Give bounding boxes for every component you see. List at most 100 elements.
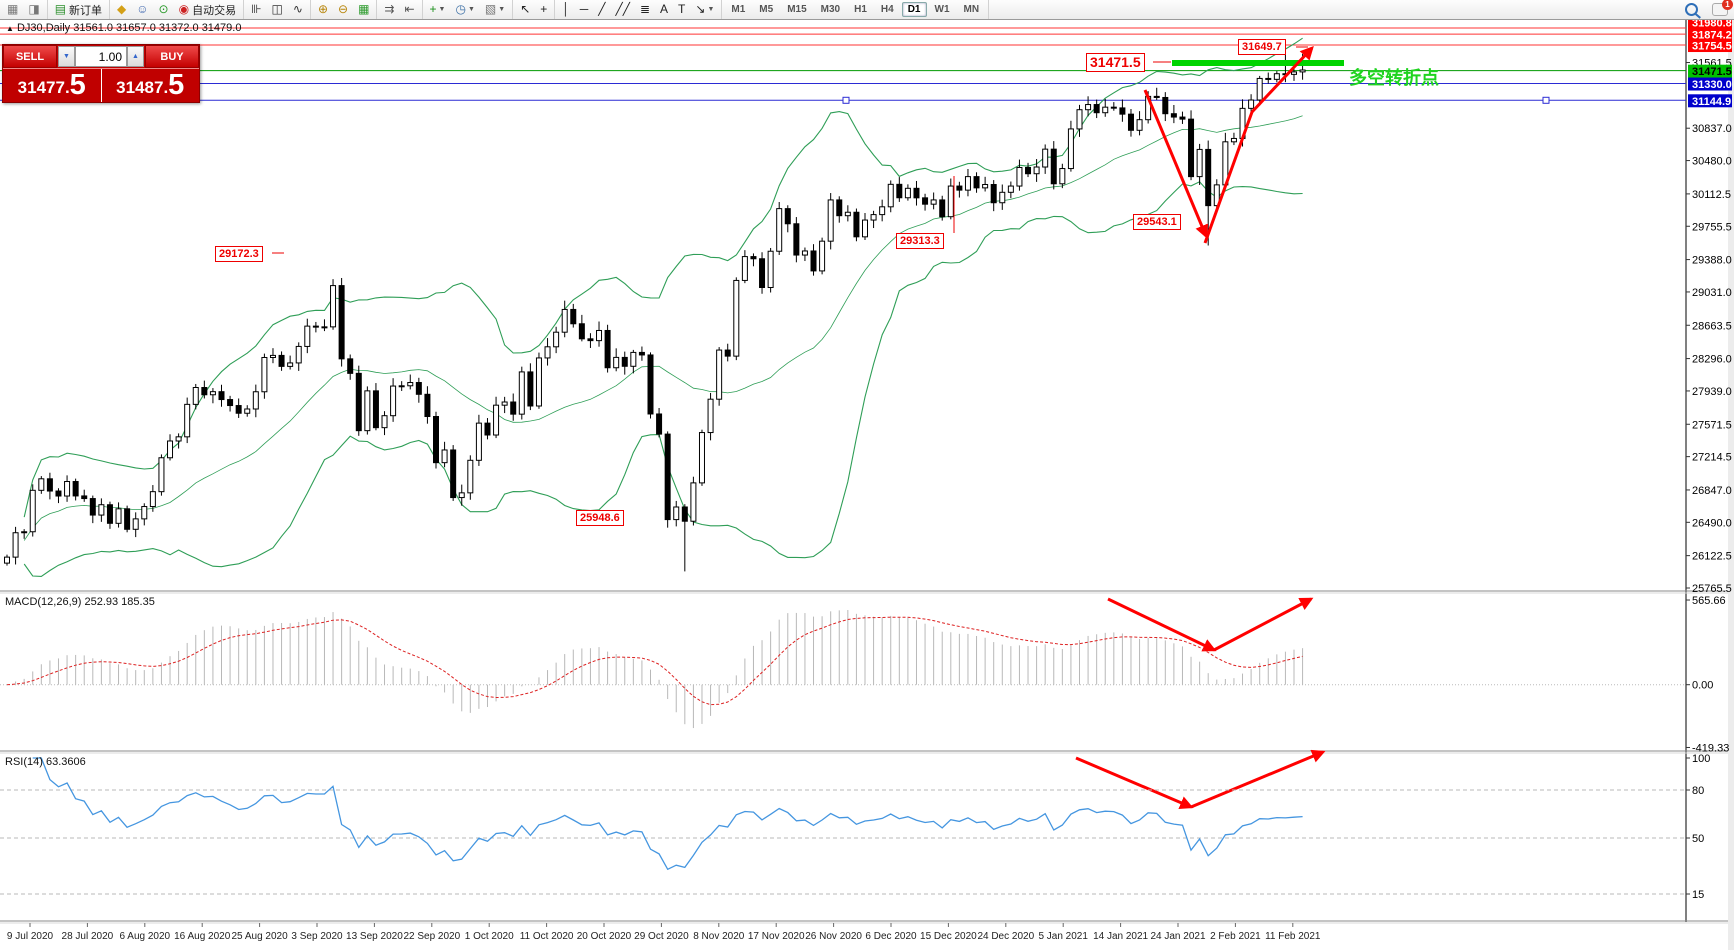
trend-arrow[interactable] xyxy=(1075,756,1194,809)
trend-arrow[interactable] xyxy=(1203,46,1314,244)
date-axis-label[interactable]: 8 Nov 2020 xyxy=(693,931,745,942)
cursor-icon[interactable]: ↖ xyxy=(516,0,534,19)
search-icon[interactable] xyxy=(1685,3,1698,16)
buy-button[interactable]: BUY xyxy=(145,45,199,68)
horizontal-line-icon[interactable]: ─ xyxy=(576,0,593,19)
date-axis-label[interactable]: 25 Aug 2020 xyxy=(232,931,289,942)
price-annotation[interactable]: 29172.3 xyxy=(215,246,263,262)
fibonacci-icon[interactable]: ≣ xyxy=(636,0,654,19)
candle-body xyxy=(801,250,808,256)
price-annotation[interactable]: 29313.3 xyxy=(896,233,944,249)
date-axis-label[interactable]: 26 Nov 2020 xyxy=(805,931,862,942)
price-annotation[interactable]: 31471.5 xyxy=(1086,53,1145,72)
date-axis-label[interactable]: 1 Oct 2020 xyxy=(465,931,514,942)
timeframe-button-w1[interactable]: W1 xyxy=(934,4,950,15)
channel-icon[interactable]: ╱╱ xyxy=(612,0,634,19)
date-axis-label[interactable]: 9 Jul 2020 xyxy=(7,931,54,942)
period-clock-icon: ◷ xyxy=(455,2,466,16)
date-axis-label[interactable]: 5 Jan 2021 xyxy=(1038,931,1088,942)
arrows-icon[interactable]: ↘ ▼ xyxy=(691,0,718,19)
timeframe-button-h4[interactable]: H4 xyxy=(880,4,894,15)
candlestick-icon[interactable]: ◫ xyxy=(268,0,287,19)
text-icon[interactable]: A xyxy=(656,0,672,19)
trendline-icon[interactable]: ╱ xyxy=(594,0,609,19)
timeframe-button-m1[interactable]: M1 xyxy=(731,4,746,15)
date-axis-label[interactable]: 17 Nov 2020 xyxy=(748,931,805,942)
tile-windows-icon[interactable]: ▦ xyxy=(354,0,373,19)
date-axis-label[interactable]: 22 Sep 2020 xyxy=(403,931,460,942)
label-icon[interactable]: T xyxy=(674,0,689,19)
timeframe-button-m5[interactable]: M5 xyxy=(759,4,774,15)
date-axis-label[interactable]: 24 Dec 2020 xyxy=(977,931,1034,942)
timeframe-button-m30[interactable]: M30 xyxy=(820,4,841,15)
trend-arrow[interactable] xyxy=(1143,89,1209,239)
candle-body xyxy=(1213,184,1220,207)
price-annotation[interactable]: 31649.7 xyxy=(1238,39,1286,55)
date-axis-label[interactable]: 29 Oct 2020 xyxy=(634,931,689,942)
trend-arrow[interactable] xyxy=(1107,597,1217,652)
signal-icon[interactable]: ⊙ xyxy=(155,0,173,19)
candle-body xyxy=(433,416,439,464)
chart-window-icon[interactable]: ▦ xyxy=(3,0,22,19)
timeframe-button-h1[interactable]: H1 xyxy=(854,4,867,15)
zoom-in-icon[interactable]: ⊕ xyxy=(314,0,332,19)
price-annotation[interactable]: 29543.1 xyxy=(1133,214,1181,230)
notification-icon[interactable]: 1 xyxy=(1712,0,1733,16)
indicators-button[interactable]: + ▼ xyxy=(426,0,450,19)
vertical-line-icon[interactable]: │ xyxy=(558,0,574,19)
timeframe-button-m15[interactable]: M15 xyxy=(787,4,807,15)
line-chart-icon[interactable]: ∿ xyxy=(289,0,307,19)
date-axis-label[interactable]: 16 Aug 2020 xyxy=(174,931,231,942)
auto-scroll-icon[interactable]: ⇉ xyxy=(380,0,398,19)
timeframe-button-mn[interactable]: MN xyxy=(963,4,980,15)
date-axis-label[interactable]: 15 Dec 2020 xyxy=(920,931,977,942)
dropdown-caret-icon[interactable]: ▼ xyxy=(498,6,506,13)
sell-price[interactable]: 31477. 5 xyxy=(3,69,102,102)
bar-chart-icon[interactable]: ⊪ xyxy=(247,0,265,19)
date-axis-label[interactable]: 2 Feb 2021 xyxy=(1210,931,1261,942)
turning-point-annotation[interactable]: 多空转折点 xyxy=(1349,68,1439,88)
date-axis-label[interactable]: 20 Oct 2020 xyxy=(577,931,632,942)
date-axis-label[interactable]: 11 Oct 2020 xyxy=(520,931,574,942)
price-annotation[interactable]: 25948.6 xyxy=(576,510,624,526)
candle-body xyxy=(1119,107,1126,115)
date-axis-label[interactable]: 6 Dec 2020 xyxy=(865,931,917,942)
volume-increase-button[interactable]: ▲ xyxy=(127,46,144,67)
market-watch-icon[interactable]: ◨ xyxy=(24,0,43,19)
candle-body xyxy=(158,457,165,493)
date-axis-label[interactable]: 13 Sep 2020 xyxy=(346,931,403,942)
date-axis-label[interactable]: 6 Aug 2020 xyxy=(119,931,170,942)
trend-arrow[interactable] xyxy=(1213,597,1314,652)
candle-body xyxy=(690,482,697,522)
date-axis-label[interactable]: 28 Jul 2020 xyxy=(62,931,114,942)
sell-button[interactable]: SELL xyxy=(3,45,57,68)
line-handle[interactable] xyxy=(1542,96,1550,104)
date-axis-label[interactable]: 14 Jan 2021 xyxy=(1093,931,1148,942)
autotrading-button[interactable]: ◉ 自动交易 xyxy=(175,0,240,19)
resistance-highlight[interactable] xyxy=(1172,60,1344,66)
dropdown-caret-icon[interactable]: ▼ xyxy=(467,6,475,13)
trend-arrow[interactable] xyxy=(1190,749,1326,809)
crosshair-icon[interactable]: + xyxy=(536,0,551,19)
dropdown-caret-icon[interactable]: ▼ xyxy=(438,6,446,13)
volume-input[interactable]: 1.00 xyxy=(75,46,127,67)
date-axis-label[interactable]: 24 Jan 2021 xyxy=(1150,931,1205,942)
buy-price-big-digit: 5 xyxy=(168,69,185,101)
zoom-out-icon[interactable]: ⊖ xyxy=(334,0,352,19)
market-watch-icon: ◨ xyxy=(28,2,40,16)
period-clock-icon[interactable]: ◷ ▼ xyxy=(451,0,478,19)
dropdown-caret-icon[interactable]: ▼ xyxy=(707,6,715,13)
zoom-out-icon: ⊖ xyxy=(338,2,349,16)
date-axis-label[interactable]: 11 Feb 2021 xyxy=(1265,931,1321,942)
volume-decrease-button[interactable]: ▼ xyxy=(58,46,75,67)
chart-shift-icon[interactable]: ⇤ xyxy=(400,0,418,19)
community-icon[interactable]: ☺ xyxy=(132,0,152,19)
date-axis-label[interactable]: 3 Sep 2020 xyxy=(291,931,343,942)
history-center-icon[interactable]: ◆ xyxy=(113,0,130,19)
timeframe-button-d1[interactable]: D1 xyxy=(901,2,927,17)
new-order-button[interactable]: ▤ 新订单 xyxy=(51,0,106,19)
template-icon[interactable]: ▧ ▼ xyxy=(481,0,509,19)
buy-price[interactable]: 31487. 5 xyxy=(102,69,200,102)
line-handle[interactable] xyxy=(842,96,850,104)
